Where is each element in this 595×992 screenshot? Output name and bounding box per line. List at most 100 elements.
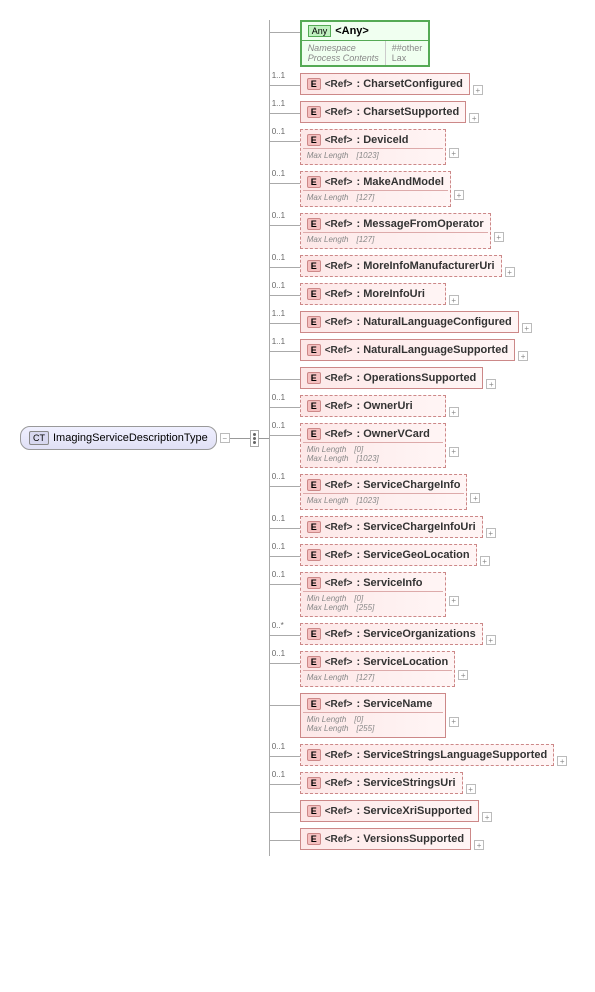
element-ref[interactable]: E <Ref> : ServiceInfo Min Length[0]Max L… <box>300 572 446 617</box>
expand-icon[interactable]: + <box>480 556 490 566</box>
cardinality: 0..1 <box>272 770 285 779</box>
expand-icon[interactable]: + <box>522 323 532 333</box>
ref-label: <Ref> <box>325 219 353 230</box>
expand-icon[interactable]: + <box>518 351 528 361</box>
expand-icon[interactable]: + <box>557 756 567 766</box>
root-complex-type[interactable]: CT ImagingServiceDescriptionType <box>20 426 217 450</box>
expand-icon[interactable]: + <box>449 148 459 158</box>
expand-icon[interactable]: + <box>482 812 492 822</box>
any-element[interactable]: Any <Any> Namespace Process Contents ##o… <box>300 20 431 67</box>
element-name: : CharsetSupported <box>357 106 460 118</box>
element-ref[interactable]: E <Ref> : OperationsSupported <box>300 367 484 389</box>
element-badge: E <box>307 698 321 710</box>
expand-icon[interactable]: + <box>449 295 459 305</box>
element-ref[interactable]: E <Ref> : ServiceChargeInfo Max Length[1… <box>300 474 468 510</box>
ref-label: <Ref> <box>325 373 353 384</box>
element-ref[interactable]: E <Ref> : OwnerUri <box>300 395 446 417</box>
element-name: : MoreInfoManufacturerUri <box>357 260 495 272</box>
expand-icon[interactable]: + <box>505 267 515 277</box>
process-contents-label: Process Contents <box>308 53 379 63</box>
ref-label: <Ref> <box>325 657 353 668</box>
constraint-label: Max Length <box>307 235 349 244</box>
ref-label: <Ref> <box>325 79 353 90</box>
element-row: 0..1 E <Ref> : ServiceStringsUri + <box>270 772 568 800</box>
element-name: : ServiceName <box>357 698 433 710</box>
element-ref[interactable]: E <Ref> : ServiceName Min Length[0]Max L… <box>300 693 446 738</box>
element-row: 1..1 E <Ref> : NaturalLanguageConfigured… <box>270 311 568 339</box>
element-name: : MessageFromOperator <box>357 218 484 230</box>
branch: 0..* <box>270 623 300 636</box>
expand-icon[interactable]: + <box>486 635 496 645</box>
element-row: 0..1 E <Ref> : MakeAndModel Max Length[1… <box>270 171 568 213</box>
ref-label: <Ref> <box>325 834 353 845</box>
element-row: E <Ref> : ServiceXriSupported + <box>270 800 568 828</box>
expand-icon[interactable]: + <box>454 190 464 200</box>
element-ref[interactable]: E <Ref> : ServiceChargeInfoUri <box>300 516 483 538</box>
expand-icon[interactable]: + <box>470 493 480 503</box>
branch: 0..1 <box>270 651 300 664</box>
element-name: : MoreInfoUri <box>357 288 425 300</box>
constraint-value: [1023] <box>357 151 379 160</box>
element-ref[interactable]: E <Ref> : DeviceId Max Length[1023] <box>300 129 446 165</box>
expand-icon[interactable]: + <box>469 113 479 123</box>
element-badge: E <box>307 344 321 356</box>
element-ref[interactable]: E <Ref> : CharsetSupported <box>300 101 467 123</box>
element-ref[interactable]: E <Ref> : ServiceGeoLocation <box>300 544 477 566</box>
element-name: : OwnerUri <box>357 400 413 412</box>
constraint-label: Max Length <box>307 193 349 202</box>
ct-badge: CT <box>29 431 49 445</box>
element-ref[interactable]: E <Ref> : ServiceXriSupported <box>300 800 479 822</box>
element-row: 1..1 E <Ref> : NaturalLanguageSupported … <box>270 339 568 367</box>
element-ref[interactable]: E <Ref> : VersionsSupported <box>300 828 471 850</box>
expand-icon[interactable]: + <box>458 670 468 680</box>
branch: 0..1 <box>270 129 300 142</box>
element-badge: E <box>307 833 321 845</box>
constraint-label: Max Length <box>307 673 349 682</box>
xsd-diagram: CT ImagingServiceDescriptionType − Any <… <box>20 20 575 856</box>
branch: 1..1 <box>270 101 300 114</box>
element-ref[interactable]: E <Ref> : NaturalLanguageSupported <box>300 339 515 361</box>
element-row: E <Ref> : OperationsSupported + <box>270 367 568 395</box>
any-title: <Any> <box>335 25 369 37</box>
expand-icon[interactable]: + <box>474 840 484 850</box>
element-ref[interactable]: E <Ref> : MakeAndModel Max Length[127] <box>300 171 451 207</box>
element-ref[interactable]: E <Ref> : CharsetConfigured <box>300 73 470 95</box>
expand-icon[interactable]: + <box>449 596 459 606</box>
expand-icon[interactable]: + <box>486 379 496 389</box>
cardinality: 0..1 <box>272 472 285 481</box>
element-name: : ServiceOrganizations <box>357 628 476 640</box>
element-ref[interactable]: E <Ref> : OwnerVCard Min Length[0]Max Le… <box>300 423 446 468</box>
constraint-label: Max Length <box>307 603 349 612</box>
element-row: 0..1 E <Ref> : ServiceGeoLocation + <box>270 544 568 572</box>
cardinality: 0..1 <box>272 393 285 402</box>
element-ref[interactable]: E <Ref> : MoreInfoUri <box>300 283 446 305</box>
constraint-label: Max Length <box>307 724 349 733</box>
collapse-icon[interactable]: − <box>220 433 230 443</box>
expand-icon[interactable]: + <box>473 85 483 95</box>
expand-icon[interactable]: + <box>449 407 459 417</box>
element-ref[interactable]: E <Ref> : NaturalLanguageConfigured <box>300 311 519 333</box>
element-ref[interactable]: E <Ref> : MessageFromOperator Max Length… <box>300 213 491 249</box>
branch: 0..1 <box>270 772 300 785</box>
constraint-value: [0] <box>354 715 363 724</box>
element-name: : MakeAndModel <box>357 176 444 188</box>
constraint-value: [0] <box>354 594 363 603</box>
element-ref[interactable]: E <Ref> : ServiceStringsLanguageSupporte… <box>300 744 555 766</box>
element-row: 0..1 E <Ref> : OwnerVCard Min Length[0]M… <box>270 423 568 474</box>
expand-icon[interactable]: + <box>486 528 496 538</box>
element-ref[interactable]: E <Ref> : ServiceOrganizations <box>300 623 483 645</box>
expand-icon[interactable]: + <box>449 717 459 727</box>
element-name: : OwnerVCard <box>357 428 430 440</box>
element-ref[interactable]: E <Ref> : ServiceLocation Max Length[127… <box>300 651 456 687</box>
element-ref[interactable]: E <Ref> : MoreInfoManufacturerUri <box>300 255 502 277</box>
ref-label: <Ref> <box>325 177 353 188</box>
element-ref[interactable]: E <Ref> : ServiceStringsUri <box>300 772 463 794</box>
expand-icon[interactable]: + <box>466 784 476 794</box>
expand-icon[interactable]: + <box>449 447 459 457</box>
element-name: : NaturalLanguageSupported <box>357 344 509 356</box>
expand-icon[interactable]: + <box>494 232 504 242</box>
element-row: 0..1 E <Ref> : OwnerUri + <box>270 395 568 423</box>
element-row: 1..1 E <Ref> : CharsetConfigured + <box>270 73 568 101</box>
branch: 0..1 <box>270 572 300 585</box>
cardinality: 0..1 <box>272 570 285 579</box>
